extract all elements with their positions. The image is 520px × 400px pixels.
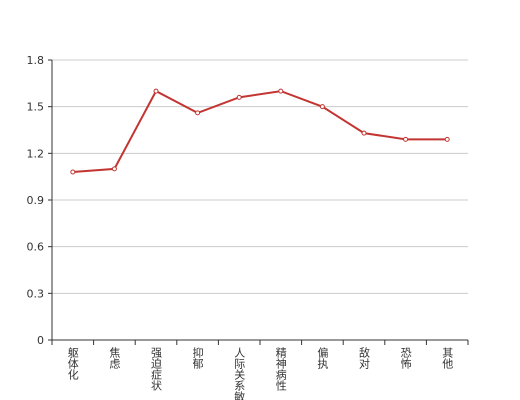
x-tick-label: 精神病性 — [274, 347, 287, 392]
point — [444, 136, 450, 142]
x-tick-label: 抑郁 — [191, 346, 204, 369]
point — [153, 88, 159, 94]
y-tick-label: 1.2 — [27, 147, 45, 160]
x-tick-label: 躯体化 — [66, 347, 79, 381]
y-tick-label: 0.6 — [27, 241, 45, 254]
x-tick-label: 其他 — [441, 347, 454, 369]
y-tick-label: 0.9 — [27, 194, 45, 207]
x-tick-label: 人际关系敏感 — [233, 347, 246, 400]
x-tick-label: 敌对 — [358, 346, 371, 369]
y-tick-label: 0 — [37, 334, 44, 347]
x-tick-label: 焦虑 — [108, 347, 121, 369]
point — [403, 136, 409, 142]
x-tick-label: 强迫症状 — [150, 347, 163, 391]
point — [70, 169, 76, 175]
line — [72, 89, 448, 173]
point — [319, 104, 325, 110]
y-tick-label: 1.8 — [27, 54, 45, 67]
point — [195, 110, 201, 116]
point — [111, 166, 117, 172]
y-tick-label: 0.3 — [27, 287, 45, 300]
point — [361, 130, 367, 136]
y-tick-label: 1.5 — [27, 101, 45, 114]
point — [278, 88, 284, 94]
x-tick-label: 恐怖 — [399, 347, 412, 369]
x-tick-label: 偏执 — [316, 346, 329, 370]
point — [236, 94, 242, 100]
